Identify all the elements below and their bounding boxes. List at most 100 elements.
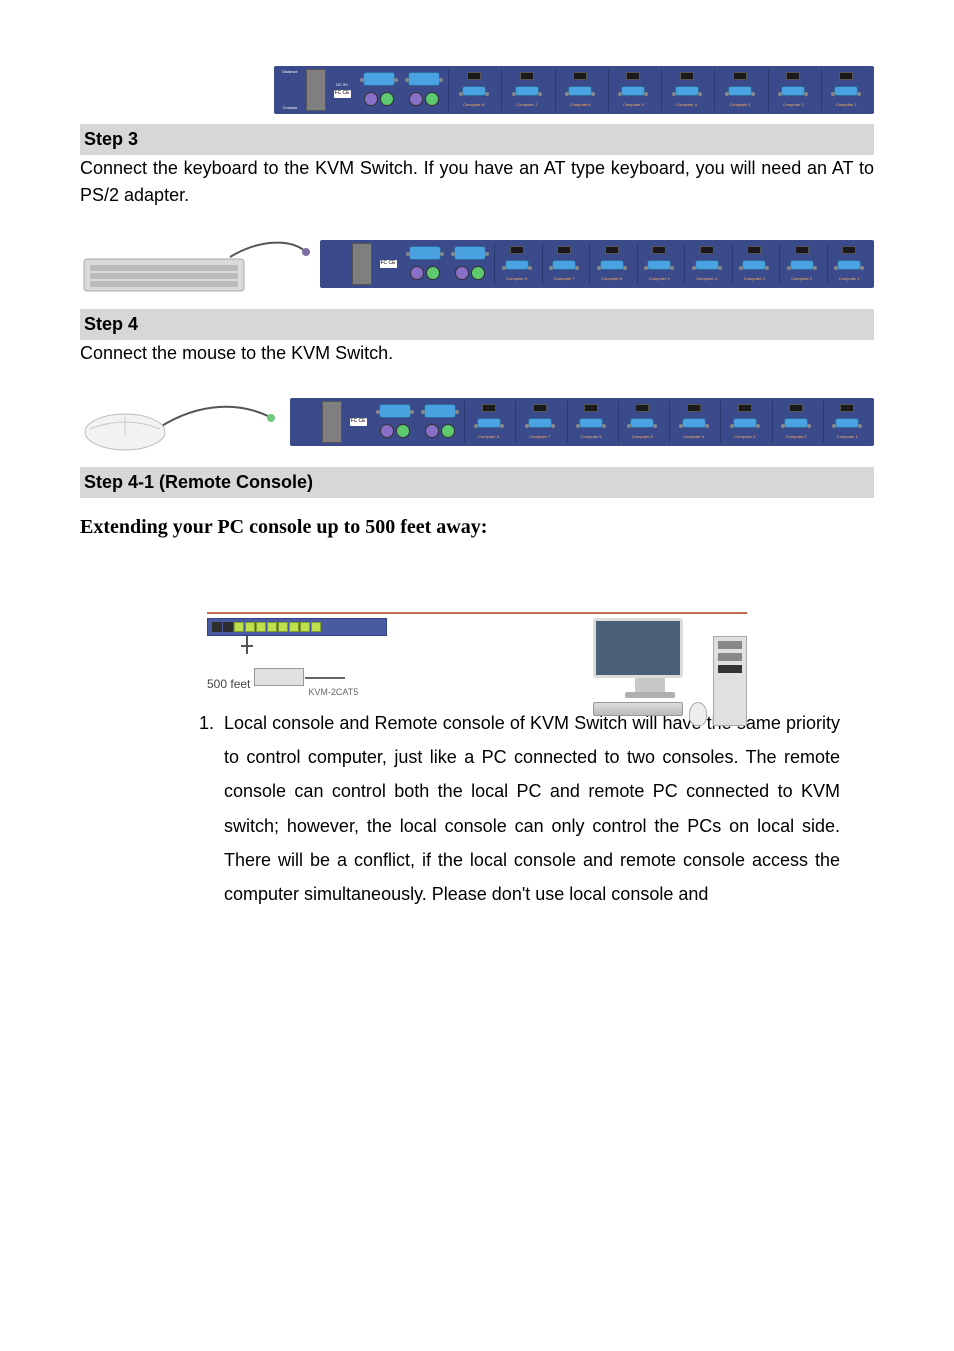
local-console-group — [403, 69, 445, 111]
computer-port: Computer 5 — [618, 401, 666, 443]
kvm-remote-slot — [306, 69, 326, 111]
computer-port-8: Computer 8 — [448, 69, 498, 111]
port-icon — [584, 404, 598, 412]
remote-console-figure: 500 feet KVM-2CAT5 — [207, 612, 747, 646]
rack-port-icon — [256, 622, 266, 632]
port-label: Computer 7 — [529, 434, 550, 440]
port-label: Computer 6 — [601, 276, 622, 282]
ps2-mouse-icon — [441, 424, 455, 438]
ps2-group — [409, 92, 439, 108]
port-icon — [687, 404, 701, 412]
ps2-mouse-icon — [425, 92, 439, 106]
rj45-label: KVM-2CAT5 — [308, 686, 358, 700]
port-label: Computer 6 — [581, 434, 602, 440]
vga-port — [408, 72, 440, 86]
port-label: Computer 3 — [744, 276, 765, 282]
keyboard-mini-icon — [593, 702, 683, 716]
distance-label: 500 feet — [207, 675, 250, 693]
cable-drop-icon — [207, 636, 387, 656]
vga-port — [424, 404, 456, 418]
ps2-group — [380, 424, 410, 440]
port-label: Computer 7 — [516, 102, 537, 108]
port-icon — [626, 72, 640, 80]
computer-port-6: Computer 6 — [555, 69, 605, 111]
port-icon — [520, 72, 534, 80]
list-number: 1. — [190, 706, 214, 911]
port-icon — [786, 72, 800, 80]
rack-led-icon — [212, 622, 222, 632]
step41-subhead: Extending your PC console up to 500 feet… — [80, 512, 874, 542]
computer-port: Computer 5 — [637, 243, 682, 285]
distance-row: 500 feet KVM-2CAT5 — [207, 668, 387, 700]
port-label: Computer 6 — [570, 102, 591, 108]
port-icon — [467, 72, 481, 80]
port-icon — [747, 246, 761, 254]
port-label: Computer 2 — [786, 434, 807, 440]
list-item: 1. Local console and Remote console of K… — [190, 706, 840, 911]
rack-unit — [207, 618, 387, 636]
computer-port: Computer 6 — [589, 243, 634, 285]
port-label: Computer 1 — [837, 434, 858, 440]
port-label: Computer 8 — [463, 102, 484, 108]
fc-ce-label: FC CE — [350, 418, 367, 426]
daisy-chain-group — [358, 69, 400, 111]
port-label: Computer 4 — [676, 102, 697, 108]
port-icon — [738, 404, 752, 412]
rack-port-icon — [245, 622, 255, 632]
port-label: Computer 1 — [839, 276, 860, 282]
computer-port-5: Computer 5 — [608, 69, 658, 111]
rack-port-icon — [300, 622, 310, 632]
kvm-cert-block: FC CE — [345, 401, 371, 443]
rack-port-icon — [267, 622, 277, 632]
mouse-icon — [80, 387, 280, 457]
step3-figure: FC CE Computer 8 Computer 7 Computer 6 C… — [80, 229, 874, 299]
computer-port: Computer 6 — [567, 401, 615, 443]
vga-port — [728, 86, 752, 96]
vga-port — [568, 86, 592, 96]
ps2-keyboard-icon — [409, 92, 423, 106]
ps2-mouse-icon — [380, 92, 394, 106]
computer-port-2: Computer 2 — [768, 69, 818, 111]
vga-port — [784, 418, 808, 428]
daisy-chain-group — [404, 243, 446, 285]
vga-port — [682, 418, 706, 428]
port-label: Computer 5 — [623, 102, 644, 108]
port-icon — [789, 404, 803, 412]
kvm-back-panel-top: Distance Console DC 9V FC CE Computer 8 … — [274, 66, 874, 114]
pc-tower-icon — [713, 636, 747, 726]
port-label: Computer 7 — [554, 276, 575, 282]
computer-port-1: Computer 1 — [821, 69, 871, 111]
vga-port — [837, 260, 861, 270]
kvm-label: Console — [277, 105, 303, 111]
port-icon — [680, 72, 694, 80]
fc-ce-label: FC CE — [334, 90, 351, 98]
step3-body: Connect the keyboard to the KVM Switch. … — [80, 155, 874, 209]
vga-port — [621, 86, 645, 96]
vga-port — [647, 260, 671, 270]
kvm-left-labels — [293, 401, 319, 443]
kvm-label: DC 9V — [336, 82, 348, 88]
vga-port — [695, 260, 719, 270]
computer-port: Computer 8 — [494, 243, 539, 285]
port-icon — [652, 246, 666, 254]
kvm-label: Distance — [277, 69, 303, 75]
list-text: Local console and Remote console of KVM … — [224, 706, 840, 911]
port-icon — [795, 246, 809, 254]
kvm-remote-slot — [352, 243, 372, 285]
computer-port: Computer 7 — [515, 401, 563, 443]
vga-port — [379, 404, 411, 418]
port-icon — [557, 246, 571, 254]
port-label: Computer 4 — [696, 276, 717, 282]
vga-port — [552, 260, 576, 270]
computer-port: Computer 8 — [464, 401, 512, 443]
vga-port — [363, 72, 395, 86]
computer-port-3: Computer 3 — [714, 69, 764, 111]
vga-port — [630, 418, 654, 428]
step4-figure: FC CE Computer 8 Computer 7 Computer 6 C… — [80, 387, 874, 457]
rack-led-icon — [223, 622, 233, 632]
computer-port: Computer 2 — [772, 401, 820, 443]
port-icon — [733, 72, 747, 80]
ps2-keyboard-icon — [455, 266, 469, 280]
kvm-back-panel-step4: FC CE Computer 8 Computer 7 Computer 6 C… — [290, 398, 874, 446]
port-icon — [839, 72, 853, 80]
